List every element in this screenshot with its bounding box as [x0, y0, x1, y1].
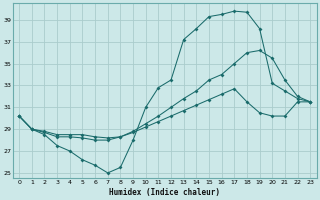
X-axis label: Humidex (Indice chaleur): Humidex (Indice chaleur) — [109, 188, 220, 197]
